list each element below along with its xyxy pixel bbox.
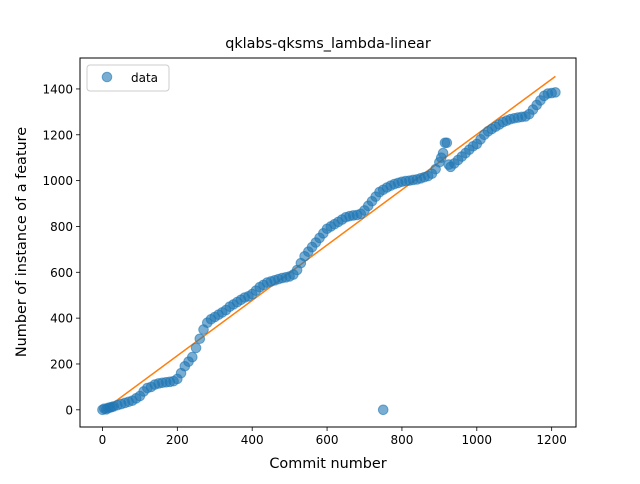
y-tick-label: 1200 (42, 128, 73, 142)
data-point (194, 333, 206, 345)
y-tick-label: 0 (65, 403, 73, 417)
data-point (441, 137, 453, 149)
data-point (377, 404, 389, 416)
y-tick-label: 600 (50, 266, 73, 280)
y-tick-label: 400 (50, 312, 73, 326)
x-tick-label: 800 (390, 433, 413, 447)
data-point (550, 87, 561, 98)
axes-frame (79, 57, 577, 428)
legend-label: data (131, 71, 158, 85)
y-axis-label: Number of instance of a feature (14, 127, 30, 357)
x-tick-label: 200 (166, 433, 189, 447)
x-tick-label: 600 (316, 433, 339, 447)
chart-title: qklabs-qksms_lambda-linear (225, 36, 431, 52)
data-point (187, 351, 198, 363)
x-axis-label: Commit number (269, 456, 386, 472)
y-axis-ticks: 0 200 400 600 800 1000 1200 1400 (42, 82, 80, 417)
legend: data (86, 64, 170, 92)
y-tick-label: 1000 (42, 174, 73, 188)
y-tick-label: 200 (50, 357, 73, 371)
y-tick-label: 1400 (42, 82, 73, 96)
legend-marker (101, 71, 113, 83)
data-point (190, 342, 202, 354)
x-tick-label: 0 (99, 433, 107, 447)
data-point (437, 147, 449, 159)
y-tick-label: 800 (50, 220, 73, 234)
x-tick-label: 1000 (462, 433, 493, 447)
x-tick-label: 400 (241, 433, 264, 447)
x-axis-ticks: 0 200 400 600 800 1000 1200 (99, 427, 567, 447)
legend-box (86, 64, 170, 92)
x-tick-label: 1200 (536, 433, 567, 447)
plot-area (97, 75, 561, 416)
